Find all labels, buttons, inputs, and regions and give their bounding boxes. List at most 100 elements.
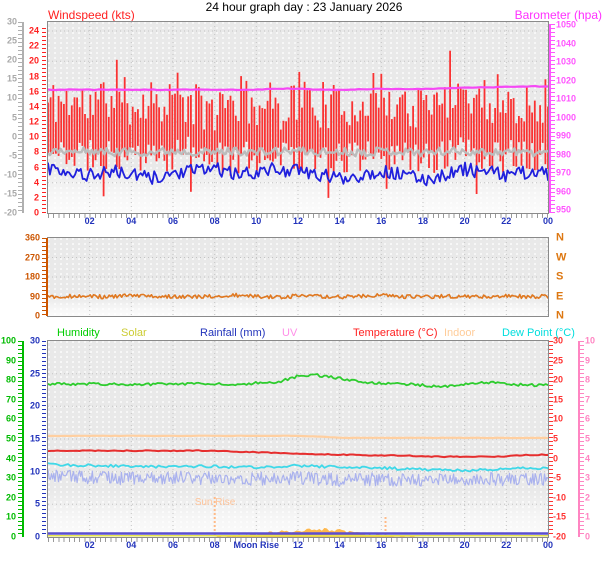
- wind-gust-bars: [48, 50, 548, 198]
- wind-hour-label: 20: [459, 216, 470, 226]
- barometer-axis-label: 960: [556, 186, 572, 196]
- humidity-axis-label: 80: [5, 374, 16, 385]
- barometer-axis-label: 990: [556, 130, 572, 141]
- uv-axis-label: 4: [585, 453, 591, 464]
- direction-axis-label: 270: [24, 252, 40, 262]
- climate-hour-label: Moon Rise: [233, 540, 280, 550]
- gray-noise-line: [48, 146, 548, 158]
- wind-hour-label: 14: [334, 216, 345, 226]
- climate-plot: [47, 340, 549, 538]
- uv-axis-label: 3: [585, 472, 591, 483]
- compass-axis-label: N: [556, 231, 564, 244]
- uv-axis-label: 1: [585, 511, 591, 522]
- wind-left-outer-axis-label: -15: [3, 188, 17, 199]
- wind-hour-label: 04: [126, 216, 137, 226]
- humidity-axis-label: 40: [5, 453, 16, 464]
- wind-direction-plot: [47, 237, 549, 317]
- legend-rainfall-mm: Rainfall (mm): [200, 327, 266, 339]
- axis-tick-marks: [549, 24, 555, 213]
- direction-axis-label: 90: [29, 291, 40, 301]
- wind-left-outer-axis-label: 0: [11, 131, 17, 142]
- rainfall-axis-label: 30: [29, 335, 40, 346]
- wind-hour-label: 02: [84, 216, 95, 226]
- humidity-axis-label: 30: [5, 472, 16, 483]
- compass-axis-label: E: [556, 290, 564, 302]
- dew-point-line: [48, 462, 548, 473]
- wind-hour-label: 16: [376, 216, 387, 226]
- rainfall-axis-label: 25: [29, 368, 40, 379]
- wind-left-outer-axis-label: 5: [11, 112, 17, 122]
- axis-tick-marks: [42, 341, 46, 537]
- legend-temperature-c: Temperature (°C): [353, 327, 438, 339]
- wind-hour-label: 10: [251, 216, 262, 226]
- gridlines: [48, 341, 548, 537]
- windspeed-title: Windspeed (kts): [48, 8, 135, 22]
- temperature-axis-label: 0: [553, 453, 559, 464]
- wind-average-line: [48, 161, 548, 187]
- climate-hour-label: 14: [334, 540, 345, 550]
- compass-axis-label: S: [556, 270, 564, 283]
- humidity-axis-label: 10: [5, 511, 16, 522]
- axis-tick-marks: [18, 22, 24, 213]
- wind-left-inner-axis-label: 2: [33, 192, 39, 203]
- wind-left-inner-axis-label: 6: [33, 162, 39, 172]
- barometer-axis-label: 970: [556, 167, 572, 178]
- wind-left-inner-axis-label: 12: [28, 116, 39, 127]
- temperature-axis-label: -15: [553, 511, 567, 522]
- humidity-axis-label: 70: [5, 394, 16, 405]
- axis-tick-marks: [549, 341, 553, 537]
- wind-left-outer-axis-label: 10: [6, 92, 17, 103]
- wind-barometer-plot: [47, 21, 549, 214]
- temperature-axis-label: 20: [553, 374, 564, 385]
- barometer-axis-label: 950: [556, 204, 572, 215]
- temperature-axis-label: 25: [553, 355, 564, 366]
- axis-tick-marks: [42, 238, 48, 316]
- lavender-noise-line: [48, 469, 548, 487]
- climate-hour-label: 20: [459, 540, 470, 550]
- rainfall-axis-label: 5: [34, 498, 40, 509]
- barometer-line: [48, 84, 548, 92]
- wind-left-inner-axis-label: 16: [28, 86, 39, 97]
- rainfall-axis-label: 20: [29, 400, 40, 411]
- compass-axis-label: W: [556, 251, 567, 263]
- climate-hour-label: 04: [126, 540, 137, 550]
- wind-left-outer-axis-label: 30: [6, 16, 17, 27]
- barometer-axis-label: 980: [556, 149, 572, 159]
- humidity-axis-label: 60: [5, 413, 16, 424]
- humidity-axis-label: 100: [1, 335, 17, 346]
- wind-hour-label: 06: [167, 216, 179, 226]
- temperature-axis-label: 30: [553, 335, 564, 346]
- temperature-axis-label: 10: [553, 413, 564, 424]
- climate-hour-label: 12: [292, 540, 304, 550]
- barometer-axis-label: 1030: [556, 56, 577, 67]
- humidity-axis-label: 20: [5, 492, 16, 503]
- wind-left-inner-axis-label: 10: [28, 131, 39, 142]
- legend-humidity: Humidity: [57, 327, 100, 339]
- uv-axis-label: 2: [585, 492, 591, 503]
- legend-dew-point-c: Dew Point (°C): [502, 327, 575, 339]
- sun-rise-label: Sun Rise: [194, 497, 236, 508]
- wind-left-outer-axis-label: -20: [3, 207, 17, 218]
- barometer-axis-label: 1020: [556, 75, 577, 85]
- wind-left-outer-axis-label: -5: [8, 150, 17, 161]
- rainfall-axis-label: 10: [29, 466, 40, 477]
- barometer-axis-label: 1050: [556, 19, 577, 30]
- direction-axis-label: 360: [24, 232, 40, 243]
- direction-axis-label: 180: [24, 271, 40, 282]
- wind-left-outer-axis-label: 15: [6, 73, 17, 84]
- wind-left-inner-axis-label: 4: [33, 177, 39, 188]
- wind-x-axis-ticks: [48, 214, 548, 218]
- axis-tick-marks: [578, 341, 584, 537]
- gridlines: [48, 238, 548, 316]
- temperature-axis-label: 5: [553, 433, 559, 444]
- page-title: 24 hour graph day : 23 January 2026: [205, 0, 403, 14]
- indoor-line: [48, 434, 548, 440]
- wind-left-inner-axis-label: 22: [28, 40, 39, 51]
- wind-left-outer-axis-label: 20: [6, 54, 17, 65]
- wind-hour-label: 22: [501, 216, 512, 226]
- wind-left-outer-axis-label: -10: [3, 169, 17, 180]
- barometer-axis-label: 1000: [556, 112, 577, 122]
- wind-hour-label: 00: [542, 216, 554, 226]
- temperature-axis-label: 15: [553, 394, 564, 405]
